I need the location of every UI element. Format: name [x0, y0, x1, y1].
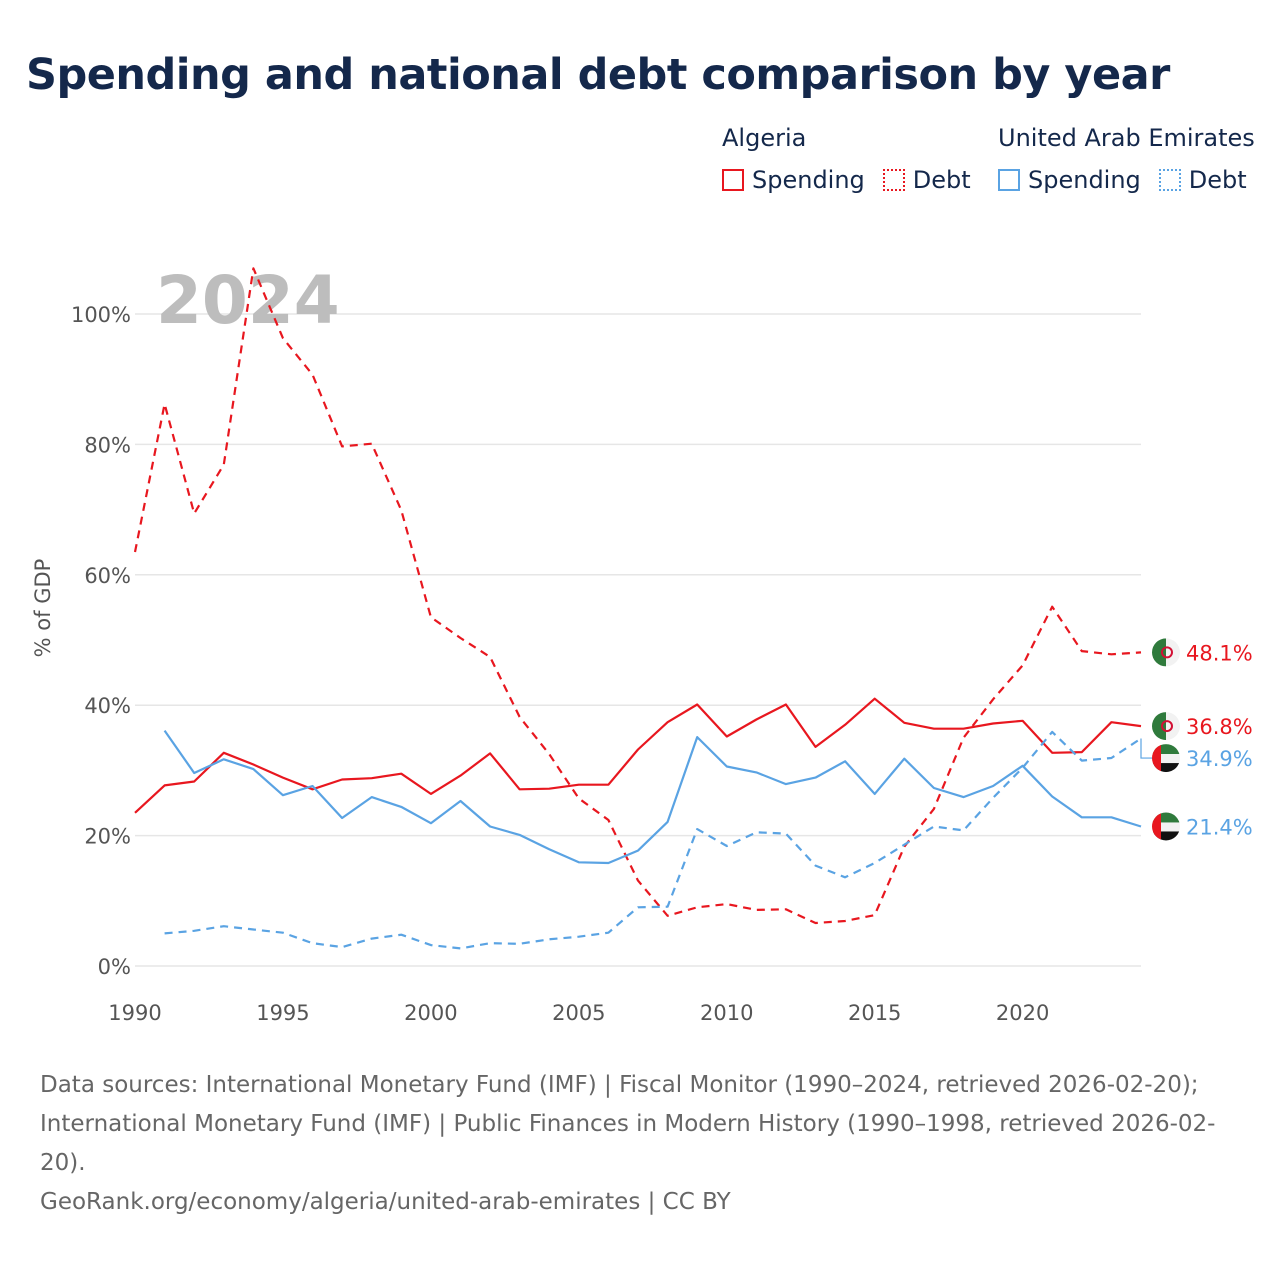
legend-swatch-solid [998, 169, 1020, 191]
legend-item-uae-spending[interactable]: Spending [998, 166, 1141, 194]
flag-red [1152, 812, 1161, 841]
end-value-label: 36.8% [1186, 715, 1253, 739]
series-line-united-arab-emirates-debt [164, 730, 1142, 950]
chart-title: Spending and national debt comparison by… [26, 50, 1170, 100]
x-tick-label: 2000 [404, 1001, 457, 1025]
legend-label-spending: Spending [1028, 166, 1141, 194]
end-connector [1140, 738, 1152, 759]
y-tick-label: 20% [84, 825, 131, 849]
data-sources: Data sources: International Monetary Fun… [40, 1072, 1216, 1176]
legend-group-algeria: Algeria Spending Debt [722, 124, 989, 194]
legend-swatch-solid [722, 169, 744, 191]
legend-country-uae: United Arab Emirates [998, 124, 1255, 152]
legend-label-spending: Spending [752, 166, 865, 194]
uae-flag-icon [1152, 812, 1180, 841]
x-tick-label: 2010 [700, 1001, 753, 1025]
year-watermark: 2024 [156, 262, 340, 339]
legend-label-debt: Debt [912, 166, 971, 194]
axis-layer: 0% 20% 40% 60% 80% 100% 1990 1995 2000 2005 2010 20… [71, 303, 1049, 1025]
series-layer [133, 267, 1142, 950]
footer: Data sources: International Monetary Fun… [40, 1066, 1240, 1222]
x-tick-label: 2005 [552, 1001, 605, 1025]
legend-item-uae-debt[interactable]: Debt [1158, 166, 1247, 194]
x-tick-label: 2015 [848, 1001, 901, 1025]
legend-item-algeria-spending[interactable]: Spending [722, 166, 865, 194]
flag-fill [1152, 812, 1180, 841]
flag-green [1152, 812, 1180, 823]
end-labels-layer: 48.1% 36.8% 34.9% 21.4% [1140, 638, 1253, 841]
y-tick-label: 100% [71, 303, 131, 327]
legend-country-algeria: Algeria [722, 124, 807, 152]
grid-layer [135, 313, 1141, 967]
flag-black [1152, 831, 1180, 841]
flag-white [1152, 754, 1180, 764]
line-chart: 2024 % of GDP 0% 20% 40% 60% 80% 100% 1990 1995… [31, 262, 1253, 1025]
legend-item-algeria-debt[interactable]: Debt [882, 166, 971, 194]
y-tick-label: 60% [84, 564, 131, 588]
end-value-label: 21.4% [1186, 815, 1253, 839]
y-tick-label: 0% [98, 955, 131, 979]
end-value-label: 48.1% [1186, 641, 1253, 665]
flag-green [1152, 638, 1166, 667]
x-tick-label: 1995 [256, 1001, 309, 1025]
flag-fill [1152, 712, 1180, 741]
credit-link[interactable]: GeoRank.org/economy/algeria/united-arab-… [40, 1189, 731, 1215]
y-axis-label: % of GDP [31, 559, 55, 658]
end-value-label: 34.9% [1186, 747, 1253, 771]
legend-swatch-dotted [1158, 169, 1181, 191]
flag-fill [1152, 744, 1180, 773]
series-line-algeria-spending [134, 697, 1142, 814]
flag-white [1152, 822, 1180, 832]
y-tick-label: 80% [84, 433, 131, 457]
flag-fill [1152, 638, 1180, 667]
y-tick-label: 40% [84, 694, 131, 718]
flag-crescent [1161, 720, 1173, 733]
algeria-flag-icon [1152, 712, 1180, 741]
algeria-flag-icon [1152, 638, 1180, 667]
x-tick-label: 2020 [996, 1001, 1049, 1025]
flag-green [1152, 712, 1166, 741]
flag-black [1152, 763, 1180, 773]
flag-green [1152, 744, 1180, 755]
series-line-algeria-debt [133, 267, 1142, 925]
legend-swatch-dotted [882, 169, 905, 191]
x-tick-label: 1990 [108, 1001, 161, 1025]
legend-group-uae: United Arab Emirates Spending Debt [998, 124, 1265, 194]
series-line-united-arab-emirates-spending [163, 729, 1142, 865]
legend-label-debt: Debt [1188, 166, 1247, 194]
flag-crescent [1161, 646, 1173, 659]
flag-red [1152, 744, 1161, 773]
uae-flag-icon [1152, 744, 1180, 773]
